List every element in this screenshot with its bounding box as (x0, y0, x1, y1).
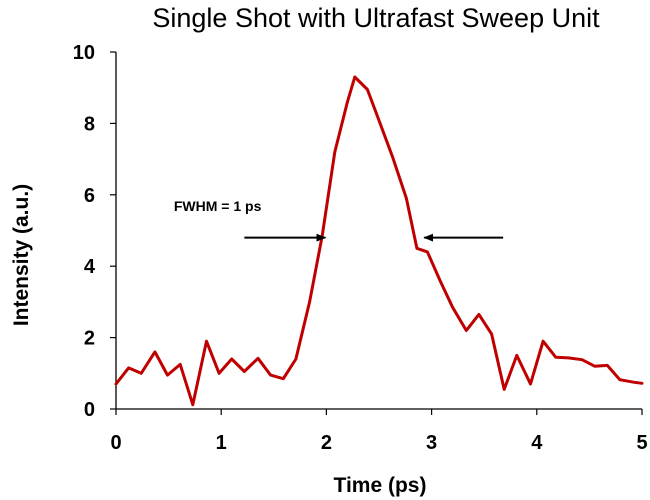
y-tick-label: 8 (84, 113, 95, 135)
x-tick-label: 5 (636, 432, 647, 454)
fwhm-annotation: FWHM = 1 ps (174, 198, 262, 214)
y-tick-label: 6 (84, 185, 95, 207)
y-tick-label: 2 (84, 328, 95, 350)
x-tick-label: 4 (531, 432, 543, 454)
x-axis-label: Time (ps) (334, 474, 427, 497)
y-tick-label: 4 (84, 256, 96, 278)
x-tick-label: 0 (110, 432, 121, 454)
y-tick-label: 0 (84, 399, 95, 421)
series-group (114, 75, 644, 407)
tick-group: 0 1 2 3 4 5 0 2 4 6 8 10 (73, 42, 648, 454)
annotation-group: FWHM = 1 ps (174, 198, 504, 242)
chart-title: Single Shot with Ultrafast Sweep Unit (152, 3, 600, 33)
x-tick-label: 1 (216, 432, 227, 454)
axes (115, 52, 642, 410)
y-axis-label: Intensity (a.u.) (10, 184, 33, 326)
series-line (114, 75, 644, 407)
y-tick-label: 10 (73, 42, 95, 64)
x-tick-label: 2 (321, 432, 332, 454)
x-tick-label: 3 (426, 432, 437, 454)
